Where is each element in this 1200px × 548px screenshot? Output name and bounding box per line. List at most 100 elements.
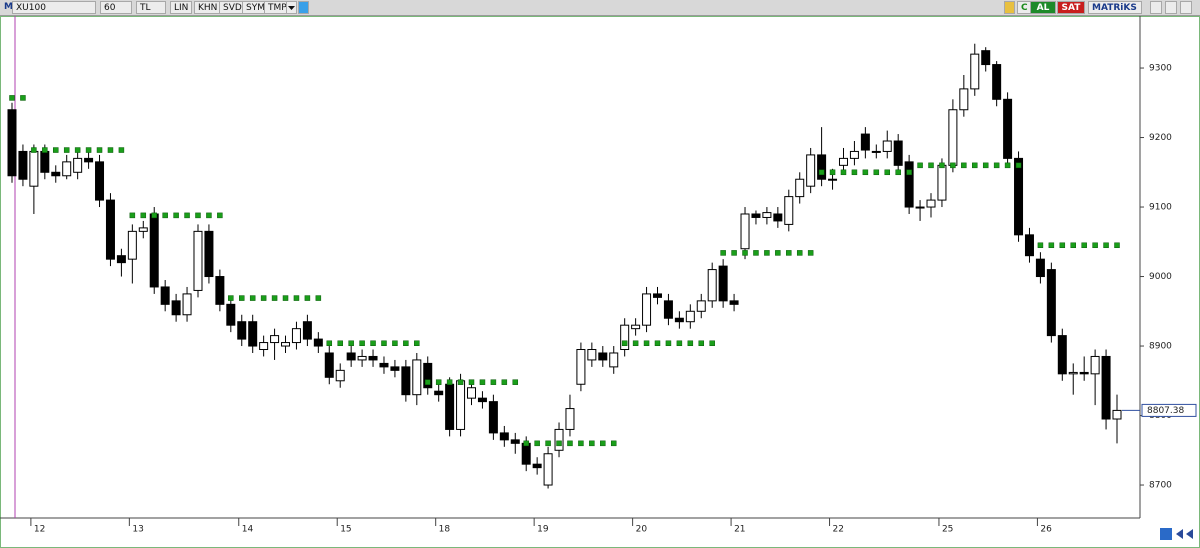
support-marker xyxy=(206,212,212,219)
candle-body xyxy=(84,157,94,163)
candle-body xyxy=(565,408,575,430)
candle-body xyxy=(302,321,312,340)
support-marker xyxy=(85,147,92,153)
support-marker xyxy=(435,379,442,385)
support-marker xyxy=(665,340,672,347)
candle-body xyxy=(116,255,126,264)
support-marker xyxy=(1081,242,1087,249)
candle-body xyxy=(620,324,630,351)
candle-body xyxy=(270,335,280,344)
support-marker xyxy=(1070,242,1076,249)
toolbar-button[interactable]: LIN xyxy=(170,1,193,14)
toolbar-button[interactable]: TMP xyxy=(264,1,291,14)
candle-body xyxy=(204,230,214,278)
support-marker xyxy=(753,250,759,256)
support-marker xyxy=(917,162,923,169)
candle-body xyxy=(40,150,50,173)
candle-body xyxy=(860,133,870,151)
candle-body xyxy=(1035,258,1045,278)
candle-body xyxy=(467,387,477,399)
toolbar-button[interactable]: KHN xyxy=(194,1,222,14)
candle-body xyxy=(1079,371,1089,375)
support-marker xyxy=(53,147,59,153)
symbol-box[interactable]: XU100 xyxy=(12,1,96,14)
support-marker xyxy=(775,250,781,256)
candle-body xyxy=(259,342,269,351)
candle-body xyxy=(127,230,137,260)
support-marker xyxy=(709,340,715,347)
support-marker xyxy=(457,379,464,385)
support-marker xyxy=(151,212,157,219)
support-marker xyxy=(9,95,15,101)
maximize-button[interactable] xyxy=(1165,1,1177,14)
support-marker xyxy=(315,295,322,301)
candle-body xyxy=(215,276,225,305)
candle-body xyxy=(423,362,433,389)
brand: MATRiKS xyxy=(1088,1,1142,14)
dropdown-arrow[interactable] xyxy=(286,1,297,14)
x-tick-label: 18 xyxy=(439,525,451,535)
candle-body xyxy=(718,265,728,302)
candle-body xyxy=(105,199,115,260)
candle-body xyxy=(970,53,980,90)
support-marker xyxy=(424,379,431,385)
candle-body xyxy=(7,109,17,177)
support-marker xyxy=(31,147,37,153)
sell-button[interactable]: SAT xyxy=(1057,1,1085,14)
chart-frame xyxy=(0,16,1200,548)
candle-body xyxy=(281,342,291,347)
support-marker xyxy=(414,340,420,347)
support-marker xyxy=(326,340,333,347)
candle-body xyxy=(477,397,487,403)
y-tick-label: 9300 xyxy=(1149,64,1172,74)
support-marker xyxy=(129,212,136,219)
candle-body xyxy=(291,328,301,344)
minimize-button[interactable] xyxy=(1150,1,1162,14)
candle-body xyxy=(401,366,411,396)
twitter-button[interactable] xyxy=(298,1,309,14)
support-marker xyxy=(42,147,48,153)
support-marker xyxy=(74,147,81,153)
support-marker xyxy=(293,295,300,301)
support-marker xyxy=(1059,242,1066,249)
candle-body xyxy=(171,300,181,316)
candle-body xyxy=(838,157,848,166)
support-marker xyxy=(162,212,168,219)
candle-body xyxy=(762,212,772,218)
support-marker xyxy=(972,162,978,169)
support-marker xyxy=(512,379,519,385)
support-marker xyxy=(950,162,956,169)
x-tick-label: 12 xyxy=(34,525,45,535)
y-tick-label: 9200 xyxy=(1149,133,1172,143)
y-tick-label: 8900 xyxy=(1149,342,1172,352)
support-marker xyxy=(632,340,639,347)
period-box[interactable]: 60 xyxy=(100,1,132,14)
support-marker xyxy=(282,295,289,301)
toolbar-button[interactable]: SYM xyxy=(242,1,269,14)
candle-body xyxy=(237,321,247,340)
support-marker xyxy=(337,340,343,347)
buy-button[interactable]: AL xyxy=(1030,1,1056,14)
support-marker xyxy=(173,212,179,219)
candle-body xyxy=(488,401,498,434)
last-price-box xyxy=(1141,403,1197,417)
currency-box[interactable]: TL xyxy=(136,1,166,14)
support-marker xyxy=(873,169,880,176)
candle-body xyxy=(663,300,673,319)
support-marker xyxy=(479,379,486,385)
support-marker xyxy=(764,250,770,256)
scroll-buttons[interactable] xyxy=(1176,529,1193,539)
candle-body xyxy=(357,355,367,361)
candle-body xyxy=(138,227,148,232)
candle-body xyxy=(981,50,991,66)
candle-body xyxy=(445,383,455,430)
close-button[interactable] xyxy=(1180,1,1192,14)
x-tick-label: 15 xyxy=(340,525,351,535)
candle-body xyxy=(882,140,892,152)
candle-body xyxy=(160,286,170,305)
candle-body xyxy=(226,303,236,326)
candle-body xyxy=(456,380,466,430)
refresh-button[interactable] xyxy=(1160,528,1172,540)
edit-button[interactable] xyxy=(1004,1,1015,14)
candle-body xyxy=(1057,335,1067,375)
